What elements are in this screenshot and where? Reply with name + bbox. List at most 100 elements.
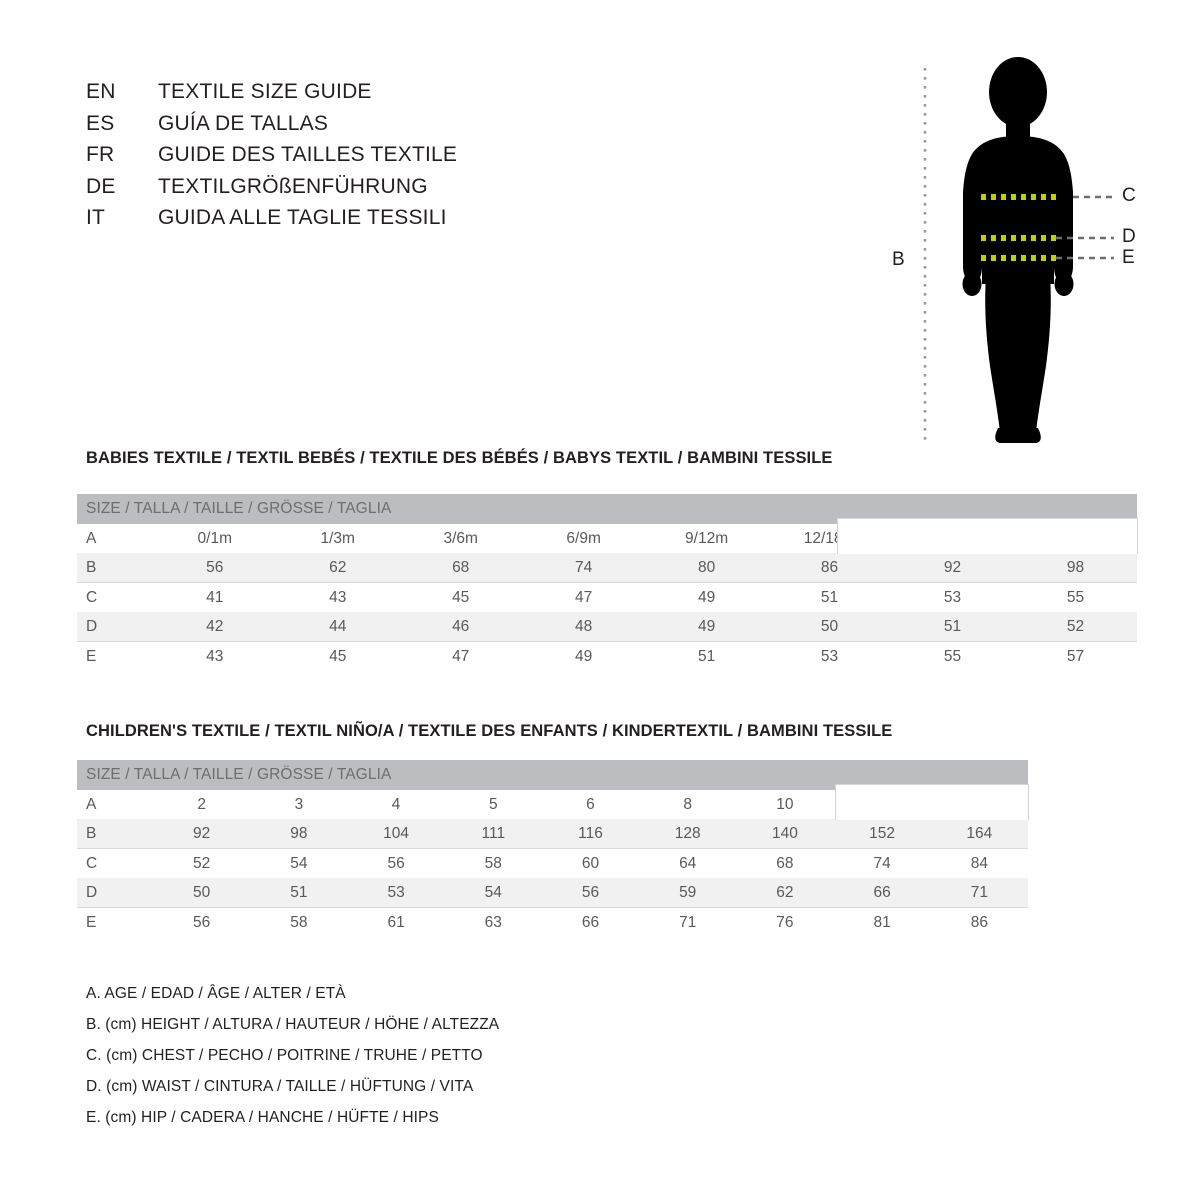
table-row: D 42 44 46 48 49 50 51 52 [77,612,1137,641]
language-row: DE TEXTILGRÖßENFÜHRUNG [86,175,606,207]
table-cell: 56 [541,878,640,907]
table-cell: 84 [970,855,988,872]
table-cell: 52 [1013,612,1137,641]
table-cell: 98 [250,819,348,848]
table-cell: 3 [294,796,304,813]
language-guide-title: GUIDE DES TAILLES TEXTILE [158,143,458,166]
language-guide-title: GUÍA DE TALLAS [158,111,329,135]
marker-label-c: C [1122,185,1136,206]
table-cell: 2 [197,796,206,813]
table-cell: 62 [276,553,400,582]
table-cell: 48 [522,612,646,641]
table-cell: 41 [206,589,224,606]
table-cell: 56 [193,914,211,931]
legend-row: D. (cm) WAIST / CINTURA / TAILLE / HÜFTU… [86,1078,474,1095]
row-label: C [86,855,98,872]
body-measurement-diagram: B C D E [868,36,1168,452]
table-row-divider [77,641,1137,642]
table-cell: 42 [153,612,277,641]
row-label: B [77,553,154,582]
table-cell: 71 [679,914,697,931]
babies-band-label: SIZE / TALLA / TAILLE / GRÖSSE / TAGLIA [77,494,1137,524]
language-guide-title: TEXTILE SIZE GUIDE [158,80,372,103]
children-table-band-row: SIZE / TALLA / TAILLE / GRÖSSE / TAGLIA [77,760,1028,790]
table-cell: 68 [399,553,523,582]
table-cell: 14 [970,796,988,813]
marker-label-e: E [1122,247,1135,268]
table-cell: 92 [153,819,251,848]
table-cell: 68 [776,855,794,872]
table-row-divider [77,848,1028,849]
table-cell: 104 [347,819,445,848]
table-cell: 57 [1066,648,1085,665]
child-silhouette [962,57,1074,443]
table-cell: 3/6m [443,530,478,547]
row-label: D [77,612,154,641]
row-label: D [77,878,154,907]
language-code: DE [86,174,116,198]
table-cell: 51 [820,589,839,606]
table-cell: 98 [1013,553,1137,582]
children-band-label: SIZE / TALLA / TAILLE / GRÖSSE / TAGLIA [77,760,1028,790]
table-cell: 111 [444,819,542,848]
table-row: B 56 62 68 74 80 86 92 98 [77,553,1137,582]
table-cell: 74 [873,855,891,872]
table-cell: 18/24m [926,530,979,547]
table-cell: 47 [575,589,593,606]
table-row: C 41 43 45 47 49 51 53 55 [77,583,1137,612]
table-cell: 56 [153,553,277,582]
table-cell: 49 [575,648,593,665]
language-code: ES [86,111,115,135]
table-cell: 9/12m [685,530,729,547]
table-cell: 66 [581,914,600,931]
language-guide-title: GUIDA ALLE TAGLIE TESSILI [158,206,447,229]
marker-label-b: B [892,249,905,270]
table-cell: 49 [645,612,769,641]
babies-section-title: BABIES TEXTILE / TEXTIL BEBÉS / TEXTILE … [86,449,833,467]
table-row: A 0/1m 1/3m 3/6m 6/9m 9/12m 12/18m 18/24m 24/36m [77,524,1137,553]
table-cell: 50 [153,878,251,907]
table-cell: 54 [290,855,308,872]
table-cell: 51 [891,612,1014,641]
table-cell: 59 [639,878,737,907]
table-cell: 52 [193,855,211,872]
language-row: FR GUIDE DES TAILLES TEXTILE [86,143,606,175]
table-cell: 71 [930,878,1028,907]
legend-row: B. (cm) HEIGHT / ALTURA / HAUTEUR / HÖHE… [86,1016,500,1033]
table-cell: 61 [387,914,405,931]
table-cell: 4 [391,796,401,813]
table-cell: 81 [873,914,891,931]
measurement-legend: A. AGE / EDAD / ÂGE / ALTER / ETÀ B. (cm)… [86,978,726,1133]
language-title-block: EN TEXTILE SIZE GUIDE ES GUÍA DE TALLAS FR GU… [86,80,606,238]
table-cell: 8 [683,796,692,813]
table-row: B 92 98 104 111 116 128 140 152 164 [77,819,1028,848]
language-row: EN TEXTILE SIZE GUIDE [86,80,606,112]
language-code: FR [86,143,115,166]
table-cell: 43 [206,648,224,665]
table-cell: 0/1m [197,530,233,547]
row-label: A [86,530,97,547]
table-cell: 66 [833,878,931,907]
legend-row: A. AGE / EDAD / ÂGE / ALTER / ETÀ [86,985,346,1002]
table-cell: 47 [452,648,470,665]
table-cell: 53 [943,589,962,606]
table-cell: 53 [347,878,445,907]
table-cell: 6 [586,796,595,813]
table-cell: 51 [250,878,348,907]
table-row: A 2 3 4 5 6 8 10 12 14 [77,790,1028,819]
table-row: C 52 54 56 58 60 64 68 74 84 [77,849,1028,878]
table-cell: 140 [736,819,834,848]
row-label: A [86,796,97,813]
table-cell: 1/3m [320,530,355,547]
legend-row: E. (cm) HIP / CADERA / HANCHE / HÜFTE / … [86,1109,439,1126]
marker-label-d: D [1122,226,1136,247]
table-cell: 53 [820,648,839,665]
table-cell: 116 [541,819,640,848]
table-row-divider [77,582,1137,583]
table-cell: 54 [444,878,542,907]
language-code: IT [86,206,106,229]
table-cell: 55 [1066,589,1085,606]
table-row: D 50 51 53 54 56 59 62 66 71 [77,878,1028,907]
table-cell: 46 [399,612,523,641]
table-cell: 45 [452,589,470,606]
